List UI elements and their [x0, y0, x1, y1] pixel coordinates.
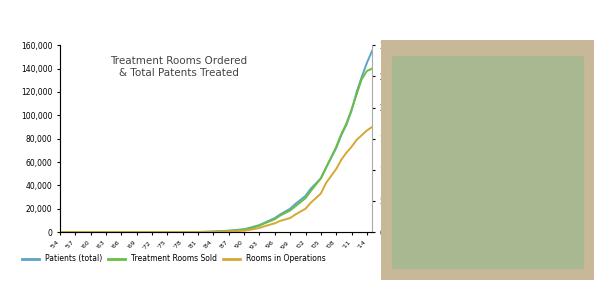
Legend: Patients (total), Treatment Rooms Sold, Rooms in Operations: Patients (total), Treatment Rooms Sold, …	[22, 254, 326, 263]
Text: Treatment Rooms Ordered
& Total Patents Treated: Treatment Rooms Ordered & Total Patents …	[110, 57, 247, 78]
Text: Observed number of PT rooms in operation, patients treated with PT: Observed number of PT rooms in operation…	[71, 12, 529, 25]
Bar	[392, 57, 583, 268]
